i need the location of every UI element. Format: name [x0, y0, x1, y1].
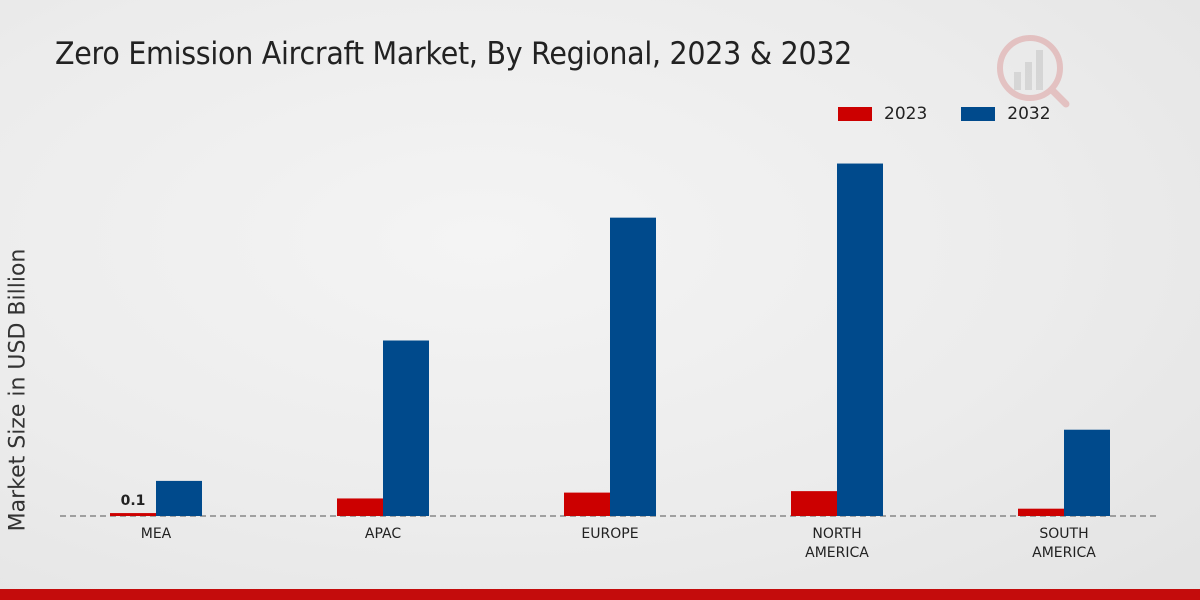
- watermark-logo-icon: [997, 35, 1070, 108]
- legend-label-2032: 2032: [1007, 104, 1051, 124]
- x-tick-label: EUROPE: [581, 526, 638, 542]
- x-tick-label: SOUTH: [1039, 526, 1088, 542]
- bar-2023-europe: [564, 492, 610, 516]
- legend-swatch-2023: [838, 107, 872, 121]
- x-tick-label: MEA: [141, 526, 172, 542]
- data-label: 0.1: [121, 493, 146, 509]
- x-tick-label: APAC: [365, 526, 401, 542]
- bar-2023-apac: [337, 498, 383, 516]
- x-tick-label: AMERICA: [805, 545, 869, 561]
- legend-item-2023: 2023: [838, 104, 927, 124]
- bar-2032-south-america: [1064, 429, 1110, 516]
- legend-label-2023: 2023: [884, 104, 928, 124]
- chart-title: Zero Emission Aircraft Market, By Region…: [55, 36, 853, 72]
- bottom-accent-bar: [0, 589, 1200, 600]
- bar-2023-north-america: [791, 491, 837, 516]
- legend: 2023 2032: [838, 104, 1085, 124]
- bar-2032-north-america: [837, 163, 883, 516]
- legend-swatch-2032: [961, 107, 996, 121]
- x-tick-label: NORTH: [812, 526, 861, 542]
- bar-2023-mea: [110, 513, 156, 516]
- bar-2023-south-america: [1018, 508, 1064, 516]
- bar-2032-apac: [383, 340, 429, 516]
- x-tick-label: AMERICA: [1032, 545, 1096, 561]
- bar-2032-mea: [156, 480, 202, 516]
- bar-2032-europe: [610, 217, 656, 516]
- legend-item-2032: 2032: [961, 104, 1051, 124]
